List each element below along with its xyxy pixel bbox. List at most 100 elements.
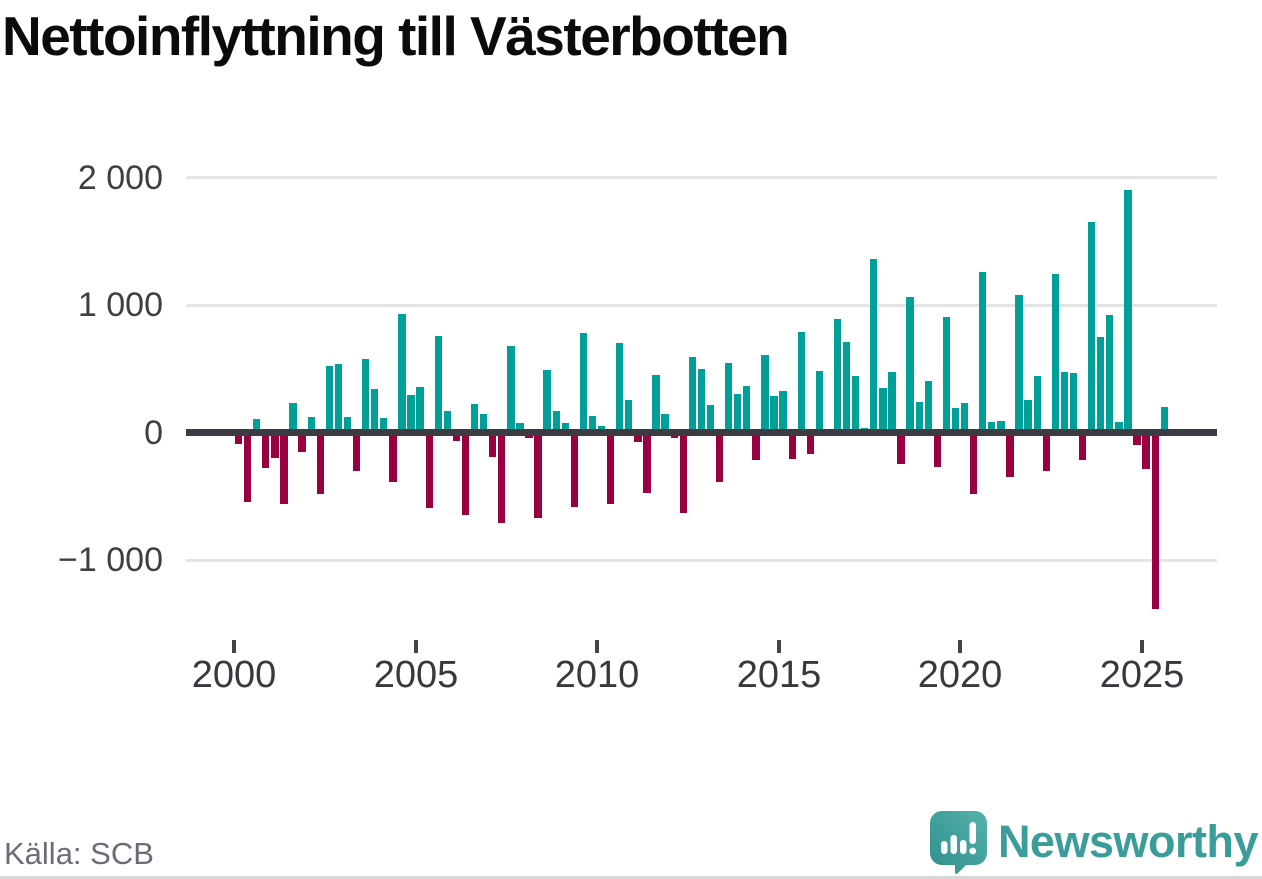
bar-2003K1 (343, 416, 352, 433)
bar-2023K2 (1078, 432, 1087, 460)
bar-2019K2 (933, 432, 942, 468)
bar-2025K1 (1142, 432, 1150, 469)
x-tick-mark-2025 (1140, 640, 1144, 653)
bar-2008K2 (534, 432, 542, 518)
bar-2024K1 (1106, 315, 1114, 433)
bar-2002K3 (325, 366, 334, 433)
bar-2015K4 (806, 432, 814, 454)
bar-2014K4 (770, 396, 778, 433)
y-tick-label-1000: 1 000 (77, 286, 163, 324)
bar-2004K4 (407, 395, 415, 433)
bar-2014K3 (761, 354, 769, 433)
bar-2017K3 (870, 259, 878, 433)
bar-2021K2 (1006, 432, 1014, 477)
bar-2010K2 (607, 432, 615, 505)
bar-2022K2 (1042, 432, 1050, 472)
y-gridline-1000 (186, 304, 1217, 307)
x-tick-mark-2020 (958, 640, 962, 653)
bar-2011K4 (661, 413, 669, 433)
bar-2000K2 (244, 432, 252, 502)
bar-2016K3 (833, 319, 842, 433)
bar-2010K4 (625, 399, 633, 433)
x-tick-mark-2015 (777, 640, 781, 653)
y-tick-label-0: 0 (144, 414, 163, 452)
bar-2020K3 (979, 271, 987, 433)
bar-2023K1 (1069, 372, 1078, 433)
y-tick-label--1000: −1 000 (58, 541, 163, 579)
bar-2001K4 (298, 432, 306, 453)
bar-2019K4 (951, 408, 960, 433)
bar-2002K2 (316, 432, 324, 494)
newsworthy-wordmark: Newsworthy (997, 816, 1259, 867)
bar-2017K1 (852, 376, 860, 433)
bar-2013K2 (715, 432, 724, 482)
bar-2004K2 (389, 432, 397, 482)
bar-2002K1 (307, 417, 315, 433)
bar-2011K3 (652, 375, 660, 433)
zero-axis-line (186, 429, 1217, 436)
bar-2011K2 (643, 432, 651, 493)
bar-2020K4 (988, 421, 996, 433)
bar-2024K2 (1115, 421, 1123, 433)
bar-2022K1 (1033, 376, 1041, 433)
bar-2006K3 (470, 403, 479, 433)
bar-2005K2 (425, 432, 433, 508)
bar-2019K3 (942, 317, 951, 433)
bar-2009K4 (588, 415, 597, 433)
bar-2015K3 (797, 331, 805, 433)
bar-2006K2 (461, 432, 470, 516)
bar-2023K3 (1087, 222, 1096, 433)
bar-2008K4 (552, 411, 560, 433)
bar-2021K4 (1024, 400, 1032, 433)
bar-2002K4 (334, 364, 343, 433)
bar-2016K4 (842, 341, 851, 433)
bar-2003K2 (352, 432, 361, 471)
bar-2005K3 (434, 335, 442, 433)
x-tick-mark-2005 (414, 640, 418, 653)
bar-2021K3 (1015, 295, 1023, 433)
bar-2018K4 (915, 402, 923, 433)
bar-2009K3 (579, 332, 588, 433)
bar-2000K4 (262, 432, 270, 469)
bar-2005K4 (443, 411, 451, 433)
bar-2003K3 (361, 358, 370, 433)
bar-2000K3 (253, 418, 261, 433)
x-tick-mark-2010 (595, 640, 599, 653)
x-tick-label-2020: 2020 (917, 654, 1003, 696)
bar-2013K3 (724, 363, 733, 433)
bar-2022K4 (1060, 371, 1069, 433)
bar-2008K3 (543, 370, 551, 433)
bar-2018K2 (897, 432, 905, 464)
bar-2001K3 (289, 402, 297, 433)
bar-2001K1 (271, 432, 279, 458)
bar-2015K2 (788, 432, 796, 460)
bar-2000K1 (234, 432, 243, 444)
bar-2007K2 (498, 432, 506, 523)
bar-2019K1 (924, 381, 932, 433)
bar-2023K4 (1097, 336, 1105, 433)
newsworthy-logo: Newsworthy (929, 810, 1259, 874)
x-tick-label-2000: 2000 (191, 654, 277, 696)
bar-2013K1 (706, 405, 715, 433)
y-gridline-2000 (186, 176, 1217, 179)
bar-2014K1 (743, 385, 751, 433)
bar-2011K1 (634, 432, 642, 443)
bar-2006K4 (479, 413, 488, 433)
bar-2013K4 (734, 394, 742, 433)
y-tick-label-2000: 2 000 (77, 159, 163, 197)
bar-2016K1 (815, 370, 824, 433)
bar-2007K3 (507, 345, 515, 433)
bar-2018K3 (906, 297, 914, 433)
bar-2012K3 (688, 357, 696, 433)
bar-2022K3 (1051, 274, 1059, 433)
bar-2004K1 (380, 417, 388, 433)
bar-2001K2 (280, 432, 288, 505)
bar-2015K1 (779, 390, 787, 433)
bar-2007K4 (516, 423, 524, 433)
bar-2017K4 (879, 388, 887, 433)
source-note: Källa: SCB (4, 836, 154, 871)
bar-2020K2 (970, 432, 978, 495)
bottom-border (0, 876, 1262, 879)
bar-2004K3 (398, 313, 406, 433)
